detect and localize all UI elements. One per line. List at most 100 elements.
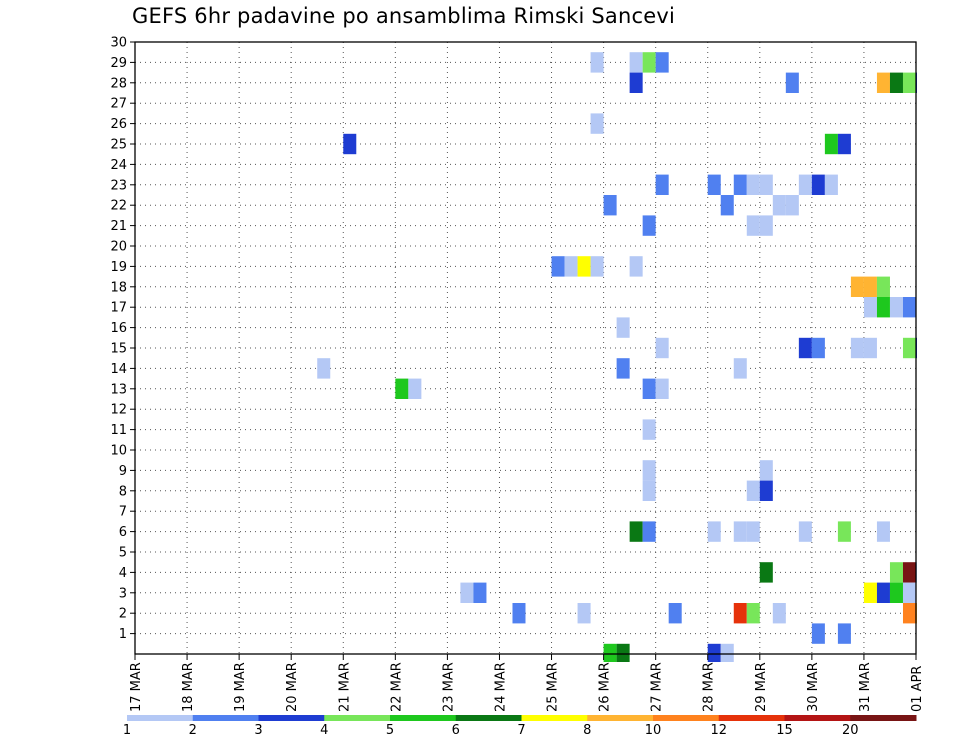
colorbar-swatch [192, 715, 259, 721]
x-tick-label: 20 MAR [285, 662, 300, 712]
colorbar-swatch [718, 715, 785, 721]
heatmap-cell [902, 562, 916, 583]
y-tick-label: 7 [119, 505, 127, 520]
colorbar-swatch [455, 715, 522, 721]
x-tick-label: 28 MAR [702, 662, 717, 712]
y-tick-label: 13 [110, 382, 127, 397]
heatmap-cell [655, 337, 669, 359]
heatmap-cell [629, 256, 643, 277]
colorbar-swatch [258, 715, 325, 721]
y-tick-label: 4 [119, 566, 127, 581]
y-tick-label: 26 [110, 117, 127, 132]
y-tick-label: 3 [119, 586, 127, 601]
heatmap-cell [759, 215, 773, 236]
heatmap-cell [343, 133, 357, 155]
colorbar-label: 3 [254, 723, 262, 738]
chart-title: GEFS 6hr padavine po ansamblima Rimski S… [132, 4, 676, 28]
x-tick-label: 25 MAR [546, 662, 561, 712]
colorbar-label: 12 [710, 723, 727, 738]
y-tick-label: 18 [110, 280, 127, 295]
heatmap-cell [759, 174, 773, 195]
heatmap-cell [902, 582, 916, 603]
heatmap-cell [798, 521, 812, 542]
heatmap-cell [707, 174, 721, 195]
y-tick-label: 1 [119, 627, 127, 642]
heatmap-cell [733, 174, 747, 195]
heatmap-cell [629, 52, 643, 73]
heatmap-cell [772, 603, 786, 624]
colorbar-label: 1 [123, 723, 131, 738]
heatmap-cell [577, 256, 591, 277]
heatmap-cell [317, 358, 331, 379]
heatmap-cell [837, 133, 851, 155]
heatmap-cell [811, 623, 825, 644]
heatmap-cell [811, 337, 825, 359]
heatmap-cell [473, 582, 487, 603]
heatmap-cell [642, 419, 656, 440]
heatmap-cell [889, 562, 903, 583]
heatmap-cell [564, 256, 578, 277]
heatmap-cell [837, 623, 851, 644]
y-tick-label: 30 [110, 36, 127, 51]
y-tick-label: 28 [110, 76, 127, 91]
x-tick-label: 19 MAR [233, 662, 248, 712]
heatmap-cell [629, 521, 643, 542]
heatmap-cell [798, 174, 812, 195]
heatmap-cell [616, 317, 630, 338]
colorbar-swatch [324, 715, 391, 721]
heatmap-cell [785, 72, 799, 93]
heatmap-cell [876, 297, 890, 318]
heatmap-cell [603, 643, 617, 662]
x-tick-label: 18 MAR [181, 662, 196, 712]
y-tick-label: 5 [119, 546, 127, 561]
heatmap-cell [668, 603, 682, 624]
heatmap-cell [863, 337, 877, 359]
heatmap-cell [395, 378, 409, 399]
heatmap-cell [902, 337, 916, 359]
x-tick-label: 29 MAR [754, 662, 769, 712]
heatmap-cell [733, 603, 747, 624]
y-tick-label: 21 [110, 219, 127, 234]
heatmap-cell [655, 378, 669, 399]
heatmap-cell [590, 256, 604, 277]
y-tick-label: 6 [119, 525, 127, 540]
heatmap-cell [876, 276, 890, 297]
heatmap-cell [590, 113, 604, 134]
colorbar-swatch [587, 715, 654, 721]
x-tick-label: 01 APR [910, 666, 925, 712]
heatmap-cell [642, 521, 656, 542]
colorbar-label: 4 [320, 723, 328, 738]
heatmap-cell [759, 562, 773, 583]
heatmap-cell [863, 582, 877, 603]
heatmap-cell [642, 52, 656, 73]
y-tick-label: 20 [110, 240, 127, 255]
x-tick-label: 26 MAR [598, 662, 613, 712]
y-tick-label: 16 [110, 321, 127, 336]
heatmap-cell [824, 133, 838, 155]
heatmap-cell [642, 378, 656, 399]
y-tick-label: 10 [110, 444, 127, 459]
y-tick-label: 14 [110, 362, 127, 377]
x-tick-label: 31 MAR [858, 662, 873, 712]
heatmap-cell [902, 603, 916, 624]
heatmap-cell [746, 174, 760, 195]
x-tick-label: 21 MAR [337, 662, 352, 712]
colorbar-swatch [784, 715, 851, 721]
heatmap-cell [551, 256, 565, 277]
heatmap-cell [642, 480, 656, 501]
heatmap-cell [642, 215, 656, 236]
y-tick-label: 22 [110, 199, 127, 214]
colorbar-swatch [653, 715, 720, 721]
heatmap-cell [460, 582, 474, 603]
heatmap-cell [746, 603, 760, 624]
heatmap-cell [603, 195, 617, 216]
heatmap-cell [811, 174, 825, 195]
heatmap-cell [746, 480, 760, 501]
heatmap-cell [720, 195, 734, 216]
heatmap-cell [759, 460, 773, 481]
x-tick-label: 22 MAR [389, 662, 404, 712]
colorbar-label: 7 [517, 723, 525, 738]
y-tick-label: 8 [119, 484, 127, 499]
colorbar-swatch [521, 715, 588, 721]
heatmap-cell [889, 582, 903, 603]
